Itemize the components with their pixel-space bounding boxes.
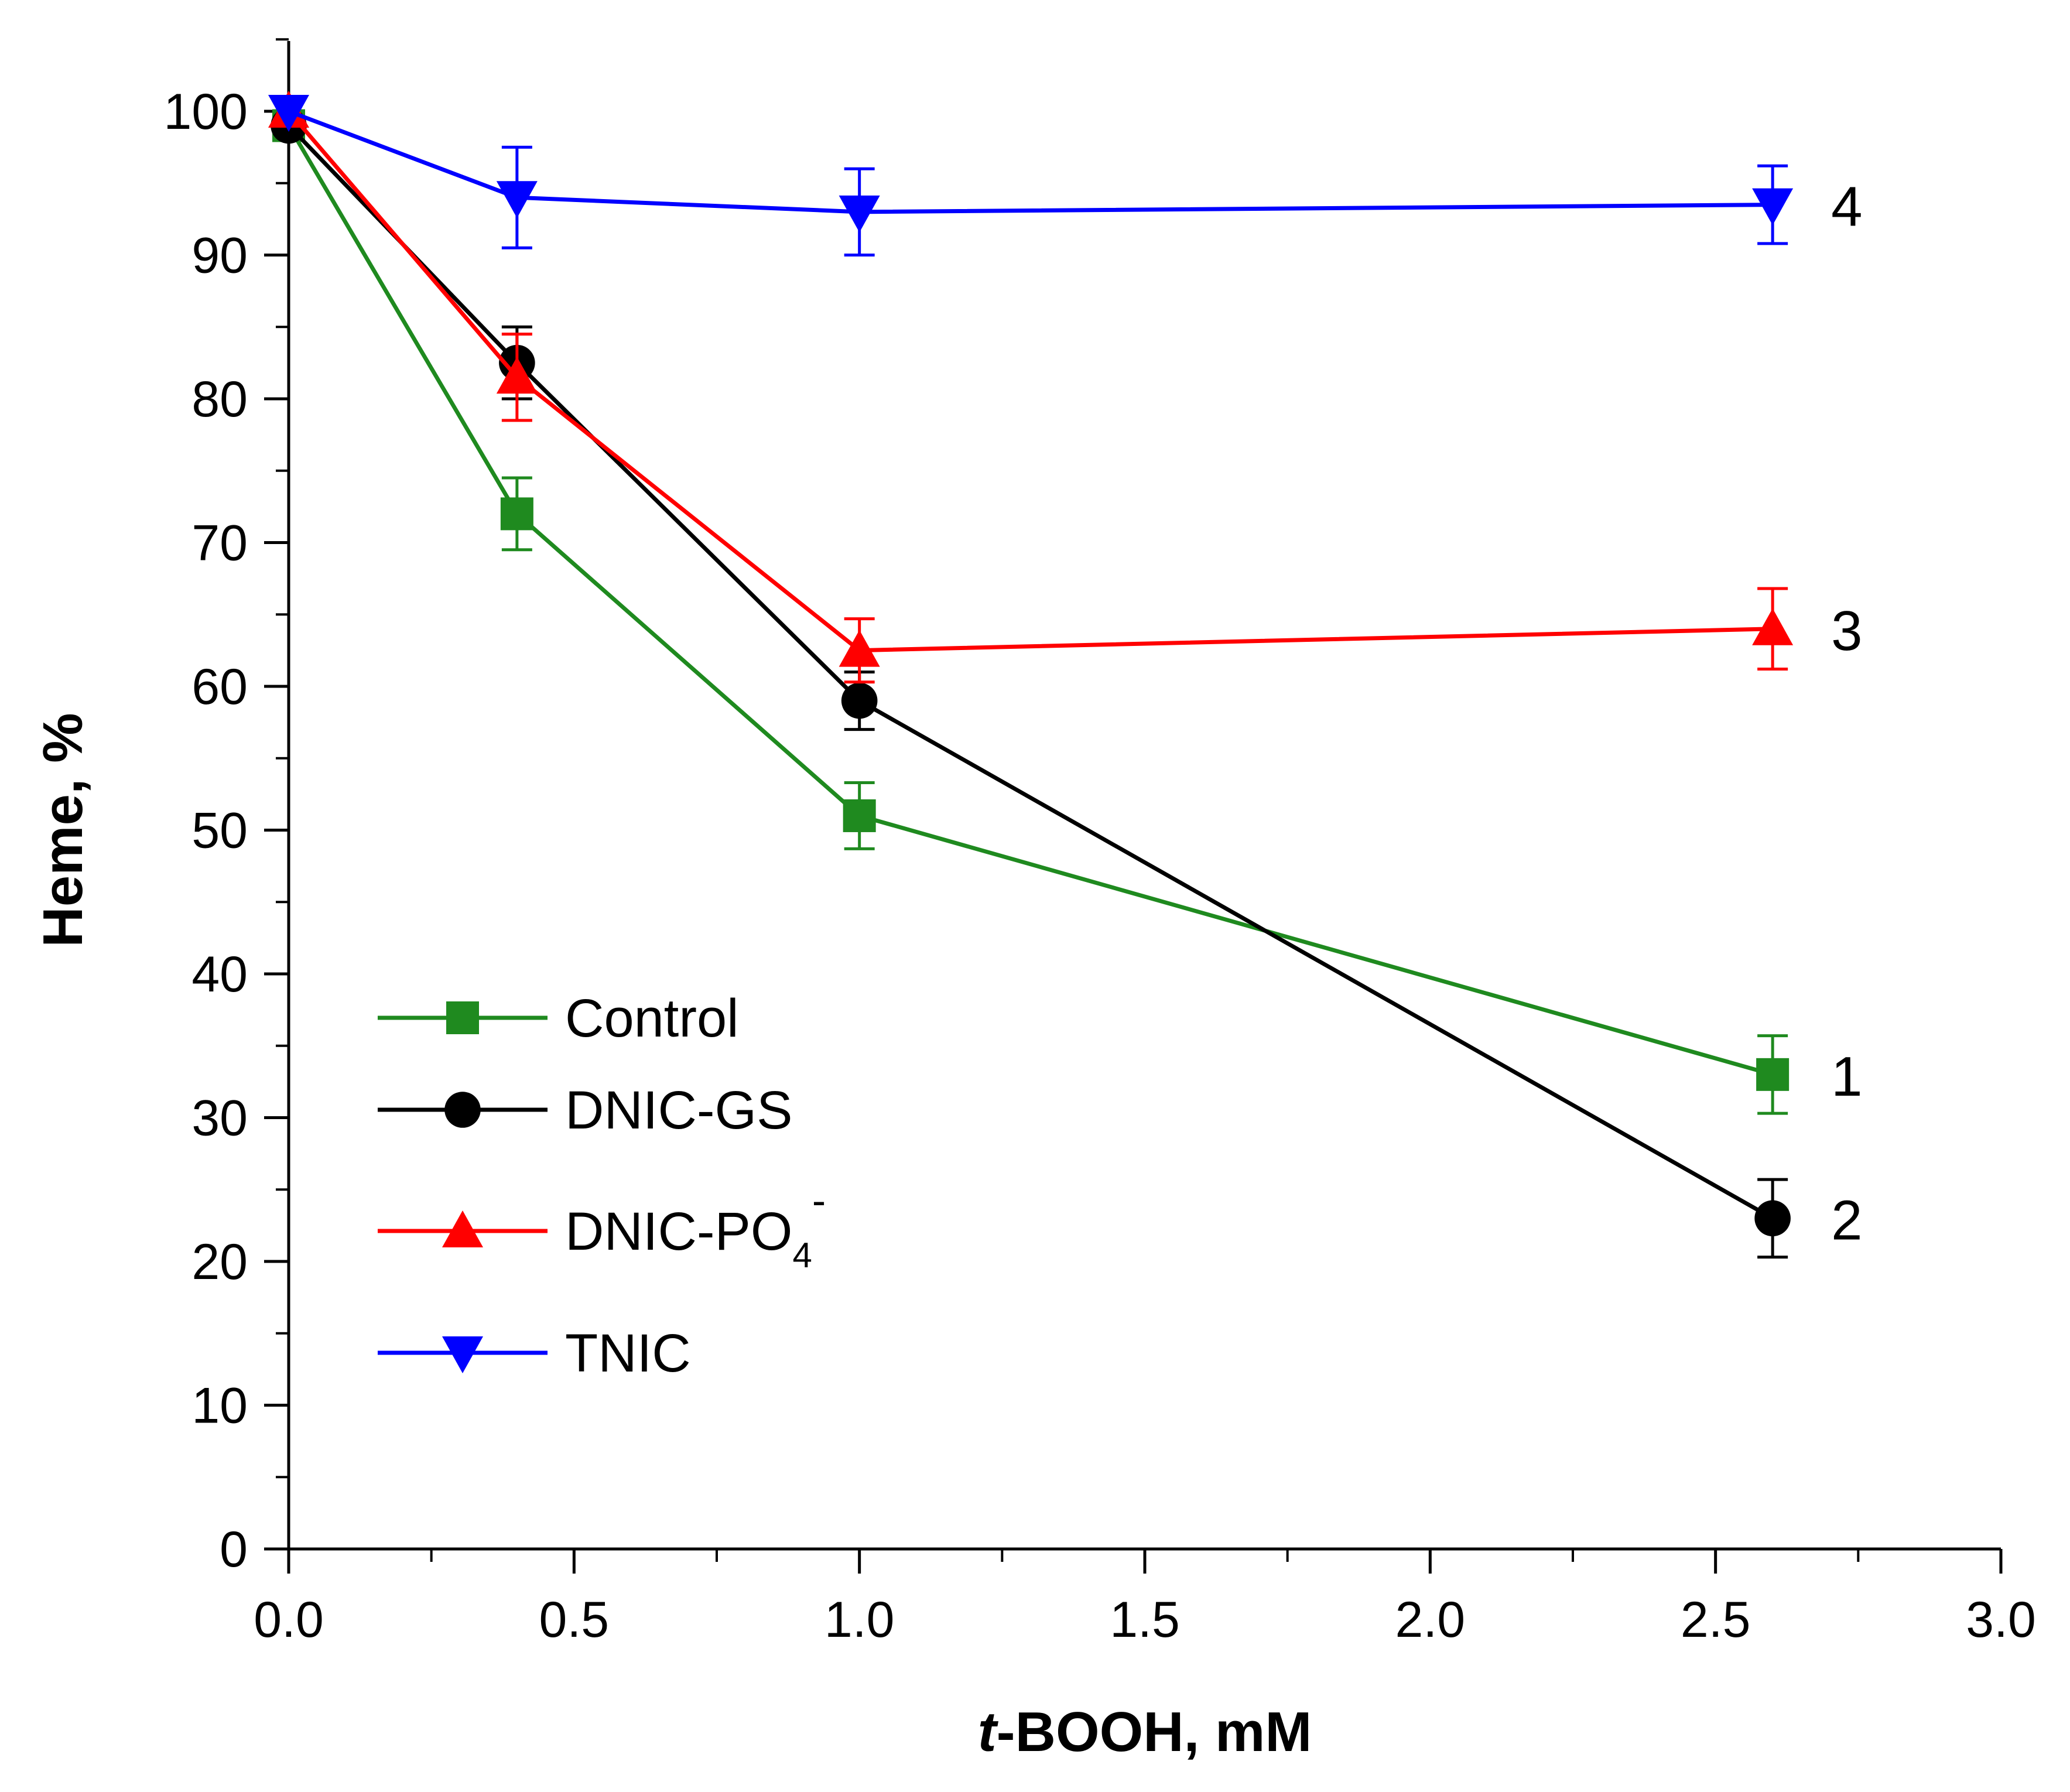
legend-item: DNIC-PO4- xyxy=(378,1178,826,1275)
legend-marker xyxy=(442,1210,483,1247)
y-tick-label: 20 xyxy=(191,1234,248,1290)
curve-label: 4 xyxy=(1831,176,1862,238)
x-tick-label: 2.5 xyxy=(1681,1592,1751,1648)
series-dnic-po: 3 xyxy=(268,91,1863,684)
data-point xyxy=(268,95,309,132)
y-tick-label: 30 xyxy=(191,1090,248,1147)
legend-label-text: DNIC-PO xyxy=(565,1202,792,1261)
x-axis-title: t-BOOH, mM xyxy=(978,1701,1312,1763)
series-control: 1 xyxy=(272,109,1863,1115)
legend-item: TNIC xyxy=(378,1324,691,1383)
y-tick-label: 0 xyxy=(220,1521,248,1578)
x-tick-label: 1.5 xyxy=(1110,1592,1180,1648)
data-point xyxy=(496,357,538,394)
series-line xyxy=(287,124,1774,1220)
data-point xyxy=(1756,1058,1790,1091)
series-tnic: 4 xyxy=(268,95,1863,257)
x-tick-label: 3.0 xyxy=(1966,1592,2036,1648)
legend: Control DNIC-GS DNIC-PO4- TNIC xyxy=(378,989,826,1383)
data-point xyxy=(496,181,538,218)
axis-titles: t-BOOH, mM Heme, % xyxy=(32,713,1312,1763)
legend-label-text: TNIC xyxy=(565,1324,691,1383)
curve-label: 1 xyxy=(1831,1045,1862,1108)
curve-label: 2 xyxy=(1831,1189,1862,1251)
data-point xyxy=(1752,188,1794,225)
legend-marker xyxy=(442,1336,483,1373)
y-tick-label: 10 xyxy=(191,1378,248,1434)
legend-label-superscript: - xyxy=(812,1178,826,1223)
y-tick-label: 80 xyxy=(191,371,248,428)
series-layer: 1 2 3 4 xyxy=(268,91,1863,1259)
data-point xyxy=(1754,1200,1791,1237)
x-axis-title-rest: -BOOH, mM xyxy=(997,1701,1312,1763)
x-tick-label: 1.0 xyxy=(824,1592,895,1648)
series-line xyxy=(287,110,1773,653)
legend-label: TNIC xyxy=(565,1324,691,1383)
x-tick-label: 0.5 xyxy=(539,1592,610,1648)
series-line xyxy=(286,124,1774,1077)
series-dnic-gs: 2 xyxy=(271,107,1863,1259)
y-axis-title: Heme, % xyxy=(32,713,94,947)
legend-label: Control xyxy=(565,989,739,1048)
y-tick-label: 100 xyxy=(164,84,248,140)
data-point xyxy=(839,195,880,232)
legend-item: Control xyxy=(378,989,739,1048)
x-tick-label: 2.0 xyxy=(1395,1592,1466,1648)
series-line xyxy=(288,109,1773,214)
legend-label: DNIC-PO4- xyxy=(565,1178,826,1275)
data-point xyxy=(1752,608,1794,645)
axes: 0.0 0.5 1.0 1.5 2.0 2.5 3.0 0 10 20 30 40 50 60 70 80 90… xyxy=(164,38,2036,1648)
x-axis-title-italic: t xyxy=(978,1701,999,1763)
data-point xyxy=(839,630,880,667)
legend-item: DNIC-GS xyxy=(378,1080,792,1140)
legend-label-subscript: 4 xyxy=(792,1236,812,1275)
x-tick-label: 0.0 xyxy=(254,1592,324,1648)
legend-marker xyxy=(444,1092,481,1128)
legend-label-text: DNIC-GS xyxy=(565,1080,792,1140)
y-tick-label: 40 xyxy=(191,946,248,1003)
legend-marker xyxy=(446,1001,479,1034)
y-tick-label: 50 xyxy=(191,803,248,859)
curve-label: 3 xyxy=(1831,600,1862,662)
legend-label-text: Control xyxy=(565,989,739,1048)
data-point xyxy=(841,682,878,719)
data-point xyxy=(500,497,533,531)
legend-label: DNIC-GS xyxy=(565,1080,792,1140)
y-tick-label: 90 xyxy=(191,228,248,284)
y-tick-label: 70 xyxy=(191,515,248,572)
y-tick-label: 60 xyxy=(191,659,248,715)
data-point xyxy=(843,799,876,832)
